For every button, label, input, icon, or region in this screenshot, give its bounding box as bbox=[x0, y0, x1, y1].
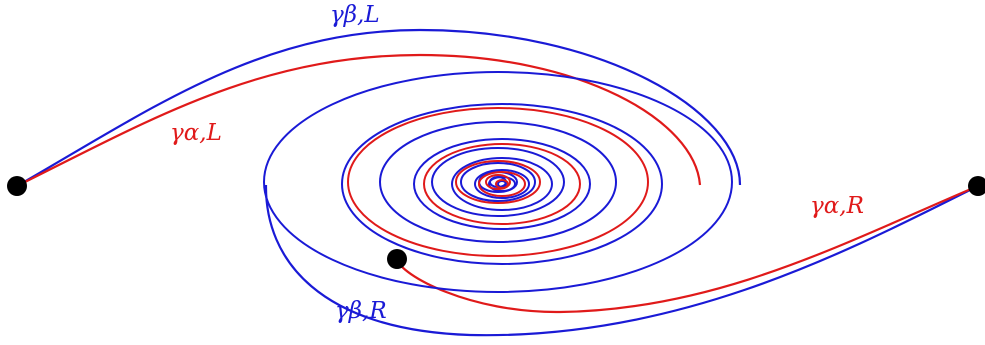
beta-spiral-loop bbox=[263, 71, 733, 293]
beta-spiral-loop bbox=[474, 169, 530, 199]
endpoint-right bbox=[968, 176, 985, 196]
curve-gamma-beta-right bbox=[264, 184, 979, 337]
alpha-spiral-loop bbox=[423, 143, 581, 225]
alpha-spiral-loop bbox=[455, 160, 541, 204]
endpoint-left bbox=[7, 176, 27, 196]
curve-gamma-beta-left bbox=[16, 28, 742, 187]
beta-spiral bbox=[263, 71, 733, 293]
curve-gamma-alpha-right bbox=[395, 184, 979, 314]
beta-spiral-loop bbox=[341, 103, 663, 265]
label-gamma-beta-R: γβ,R bbox=[335, 298, 387, 324]
curve-gamma-alpha-left bbox=[16, 53, 702, 187]
alpha-spiral-loop bbox=[485, 174, 511, 190]
alpha-spiral-loop bbox=[347, 107, 649, 257]
label-gamma-beta-L: γβ,L bbox=[330, 2, 380, 28]
beta-spiral-loop bbox=[413, 138, 591, 230]
beta-spiral-loop bbox=[431, 147, 565, 217]
label-gamma-alpha-R: γα,R bbox=[810, 193, 864, 219]
alpha-spiral-loop bbox=[495, 179, 509, 189]
beta-spiral-loop bbox=[460, 162, 536, 202]
alpha-spiral bbox=[347, 107, 649, 257]
alpha-spiral-loop bbox=[478, 171, 526, 197]
beta-spiral-loop bbox=[451, 157, 553, 211]
endpoint-center bbox=[387, 249, 407, 269]
beta-spiral-loop bbox=[379, 121, 617, 243]
label-gamma-alpha-L: γα,L bbox=[170, 120, 222, 146]
